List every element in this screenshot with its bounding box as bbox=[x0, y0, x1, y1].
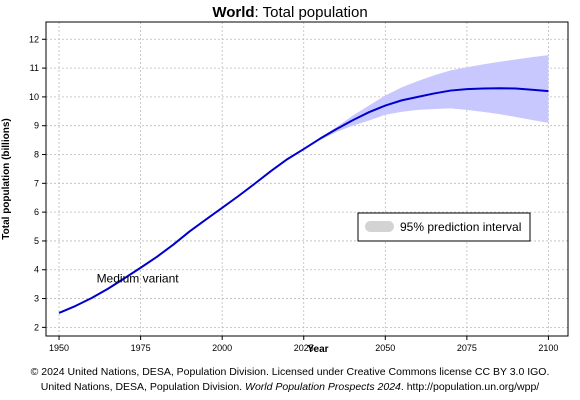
chart-title-bold: World bbox=[212, 4, 254, 21]
series-line-medium-variant bbox=[58, 87, 549, 314]
y-tick-label: 10 bbox=[29, 92, 39, 102]
x-tick-label: 2050 bbox=[375, 343, 395, 353]
x-tick-label: 1950 bbox=[49, 343, 69, 353]
legend: 95% prediction interval bbox=[357, 212, 531, 242]
x-tick-label: 2025 bbox=[294, 343, 314, 353]
y-tick-label: 5 bbox=[34, 236, 39, 246]
y-tick-label: 8 bbox=[34, 150, 39, 160]
x-axis-ticks: 1950 1975 2000 2025 2050 2075 2100 bbox=[49, 336, 558, 353]
x-tick-label: 2100 bbox=[538, 343, 558, 353]
x-tick-label: 1975 bbox=[131, 343, 151, 353]
y-tick-label: 4 bbox=[34, 265, 39, 275]
y-tick-label: 9 bbox=[34, 121, 39, 131]
y-tick-label: 3 bbox=[34, 294, 39, 304]
citation-prefix: United Nations, DESA, Population Divisio… bbox=[40, 381, 246, 393]
prediction-band-layer bbox=[303, 55, 549, 150]
chart-title-rest: : Total population bbox=[255, 4, 368, 21]
x-axis-label: Year bbox=[307, 344, 328, 355]
medium-variant-annotation: Medium variant bbox=[97, 271, 180, 285]
copyright-line: © 2024 United Nations, DESA, Population … bbox=[30, 366, 550, 378]
y-axis-ticks: 2 3 4 5 6 7 8 9 10 11 12 bbox=[29, 34, 46, 332]
x-tick-label: 2075 bbox=[457, 343, 477, 353]
prediction-interval-band bbox=[303, 55, 549, 150]
y-tick-label: 7 bbox=[34, 178, 39, 188]
y-axis-label: Total population (billions) bbox=[1, 118, 12, 239]
series-line-layer bbox=[58, 87, 549, 314]
plot-frame bbox=[45, 21, 569, 337]
y-tick-label: 12 bbox=[29, 34, 39, 44]
y-tick-label: 11 bbox=[30, 63, 39, 73]
y-tick-label: 2 bbox=[34, 322, 39, 332]
citation-line: United Nations, DESA, Population Divisio… bbox=[0, 380, 580, 394]
legend-label: 95% prediction interval bbox=[400, 220, 521, 234]
y-tick-label: 6 bbox=[34, 207, 39, 217]
chart-title: World: Total population bbox=[212, 4, 367, 21]
x-tick-label: 2000 bbox=[212, 343, 232, 353]
population-chart: World: Total population 1950 1975 2000 2025… bbox=[1, 4, 569, 355]
citation-suffix: . http://population.un.org/wpp/ bbox=[400, 381, 540, 393]
citation-title: World Population Prospects 2024 bbox=[245, 381, 401, 393]
legend-swatch bbox=[365, 221, 394, 232]
